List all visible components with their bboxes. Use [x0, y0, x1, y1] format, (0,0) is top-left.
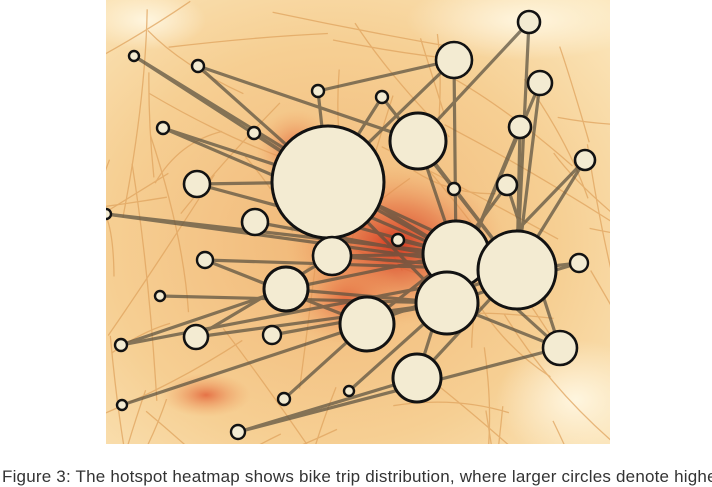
street-line: [180, 102, 281, 215]
station-nodes: [106, 9, 597, 441]
station-node: [127, 49, 141, 63]
street-line: [127, 389, 147, 444]
street-line: [106, 172, 169, 213]
trip-edge: [194, 301, 449, 339]
station-node: [374, 89, 390, 105]
street-line: [589, 227, 610, 234]
street-line: [154, 130, 223, 184]
street-line: [122, 9, 148, 218]
street-line: [168, 32, 328, 48]
station-node-large: [388, 111, 448, 171]
street-line: [147, 398, 168, 444]
figure-caption: Figure 3: The hotspot heatmap shows bike…: [2, 467, 712, 486]
station-node: [240, 207, 270, 237]
station-node: [526, 69, 554, 97]
station-node: [434, 40, 474, 80]
trip-edge: [236, 376, 419, 434]
street-line: [557, 116, 610, 125]
trip-edge: [119, 287, 288, 347]
station-node-large: [270, 124, 386, 240]
station-node: [495, 173, 519, 197]
street-line: [147, 29, 244, 95]
station-node-large: [391, 352, 443, 404]
station-node: [182, 169, 212, 199]
street-line: [302, 428, 338, 444]
street-line: [148, 72, 155, 178]
station-node-large: [476, 229, 558, 311]
street-line: [553, 152, 610, 213]
street-line: [109, 335, 125, 444]
street-line: [559, 46, 590, 143]
pale-region: [496, 340, 610, 444]
street-line: [145, 410, 186, 444]
station-node-large: [262, 265, 310, 313]
station-node: [229, 423, 247, 441]
station-node: [106, 207, 113, 221]
station-node: [311, 235, 353, 277]
street-line: [419, 38, 445, 115]
street-line: [483, 347, 491, 444]
station-node: [155, 120, 171, 136]
station-node: [182, 323, 210, 351]
street-line: [498, 406, 504, 444]
pale-region: [106, 0, 206, 50]
station-node: [507, 114, 533, 140]
hotspot-map: [106, 0, 610, 444]
station-node: [153, 289, 167, 303]
trip-edge: [196, 64, 420, 143]
trip-edge: [316, 58, 456, 93]
street-line: [446, 74, 573, 167]
station-node-large: [414, 270, 480, 336]
station-node: [446, 181, 462, 197]
street-line: [393, 401, 510, 414]
station-node: [115, 398, 129, 412]
station-node: [113, 337, 129, 353]
station-node: [390, 232, 406, 248]
street-line: [106, 339, 243, 414]
hotspot-heat: [161, 373, 251, 417]
street-line: [444, 124, 610, 222]
station-node: [261, 324, 283, 346]
station-node: [541, 329, 579, 367]
street-line: [259, 433, 282, 444]
street-line: [485, 410, 492, 444]
station-node: [573, 148, 597, 172]
street-line: [106, 0, 191, 55]
station-node: [276, 391, 292, 407]
station-node-large: [338, 295, 396, 353]
station-node: [195, 250, 215, 270]
station-node: [190, 58, 206, 74]
station-node: [568, 252, 590, 274]
station-node: [342, 384, 356, 398]
station-node: [246, 125, 262, 141]
trip-edge: [120, 322, 369, 407]
street-line: [438, 385, 509, 444]
street-line: [149, 135, 190, 313]
street-line: [590, 270, 610, 305]
map-figure: [106, 0, 610, 444]
street-line: [272, 11, 463, 50]
street-line: [131, 163, 158, 401]
station-node: [516, 9, 542, 35]
station-node: [310, 83, 326, 99]
